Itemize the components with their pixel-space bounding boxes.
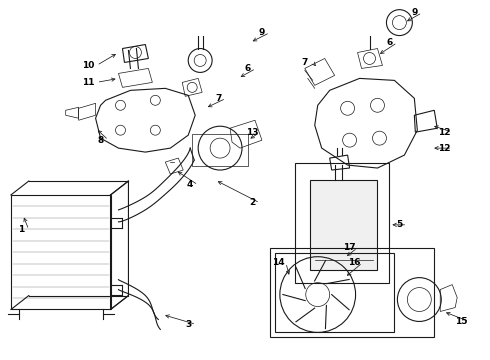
Text: 4: 4 — [187, 180, 194, 189]
Text: 12: 12 — [438, 144, 450, 153]
Bar — [295, 163, 390, 283]
Text: 9: 9 — [411, 8, 417, 17]
Text: 12: 12 — [438, 128, 450, 137]
Text: 5: 5 — [396, 220, 402, 229]
Bar — [275, 253, 394, 332]
Text: 6: 6 — [245, 64, 251, 73]
Text: 14: 14 — [271, 258, 284, 267]
Text: 3: 3 — [185, 320, 191, 329]
Text: 8: 8 — [98, 136, 104, 145]
Text: 11: 11 — [82, 78, 95, 87]
Text: 16: 16 — [348, 258, 361, 267]
Text: 7: 7 — [301, 58, 308, 67]
Text: 7: 7 — [215, 94, 221, 103]
Text: 17: 17 — [343, 243, 356, 252]
Text: 2: 2 — [249, 198, 255, 207]
Text: 9: 9 — [259, 28, 265, 37]
Text: 1: 1 — [18, 225, 24, 234]
Text: 6: 6 — [386, 38, 392, 47]
Text: 13: 13 — [245, 128, 258, 137]
Text: 10: 10 — [82, 61, 95, 70]
Text: 15: 15 — [455, 317, 467, 326]
Bar — [310, 180, 377, 270]
Bar — [270, 248, 434, 337]
